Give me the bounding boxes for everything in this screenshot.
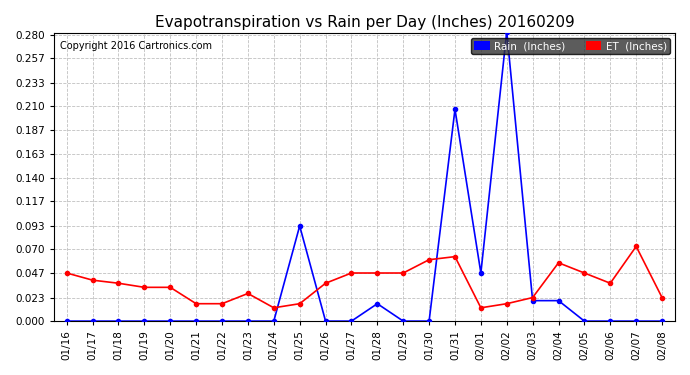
Title: Evapotranspiration vs Rain per Day (Inches) 20160209: Evapotranspiration vs Rain per Day (Inch… bbox=[155, 15, 574, 30]
Text: Copyright 2016 Cartronics.com: Copyright 2016 Cartronics.com bbox=[60, 41, 212, 51]
Legend: Rain  (Inches), ET  (Inches): Rain (Inches), ET (Inches) bbox=[471, 38, 670, 54]
